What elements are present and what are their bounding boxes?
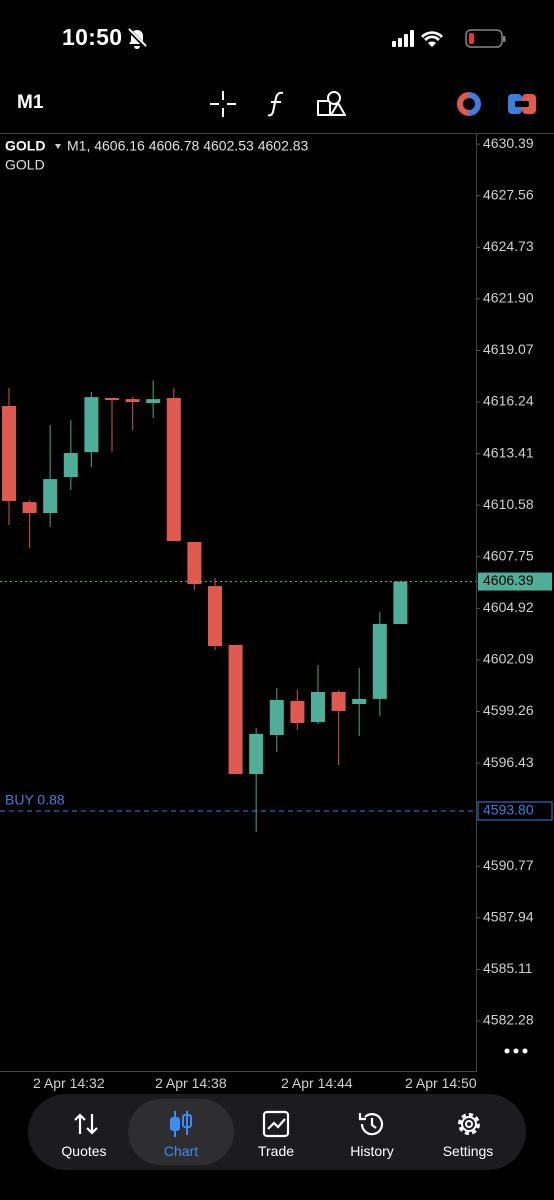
settings-icon[interactable] xyxy=(454,1109,484,1139)
symbol-caret[interactable] xyxy=(55,144,61,149)
y-tick-label: 4607.75 xyxy=(483,547,534,563)
order-price-label: 4593.80 xyxy=(483,802,534,818)
y-tick-label: 4602.09 xyxy=(483,651,534,667)
symbol-description: GOLD xyxy=(5,157,45,173)
x-tick-label: 2 Apr 14:44 xyxy=(281,1075,353,1091)
tab-label[interactable]: Trade xyxy=(257,1143,295,1159)
y-tick-label: 4610.58 xyxy=(483,496,534,512)
ohlc-header: M1, 4606.16 4606.78 4602.53 4602.83 xyxy=(67,138,309,154)
tab-label[interactable]: History xyxy=(350,1143,394,1159)
candle-body xyxy=(187,541,202,585)
quotes-icon[interactable] xyxy=(72,1110,100,1138)
indicators-icon[interactable] xyxy=(266,89,290,119)
candle-body xyxy=(208,586,222,647)
y-tick-label: 4587.94 xyxy=(483,909,534,925)
order-price-box xyxy=(477,801,553,821)
candle-body xyxy=(311,691,325,723)
y-tick-label: 4616.24 xyxy=(483,393,534,409)
chart-icon[interactable] xyxy=(167,1109,195,1139)
candle-body xyxy=(249,733,264,775)
chart: GOLD M1, 4606.16 4606.78 4602.53 4602.83… xyxy=(0,133,554,1072)
candle-body xyxy=(372,624,387,699)
more-icon[interactable] xyxy=(503,1046,529,1056)
y-tick-label: 4627.56 xyxy=(483,186,534,202)
y-tick-label: 4585.11 xyxy=(483,960,533,976)
candle-body xyxy=(269,700,284,736)
tab-label[interactable]: Settings xyxy=(442,1143,494,1159)
x-tick-label: 2 Apr 14:32 xyxy=(33,1075,105,1091)
candle-body xyxy=(84,397,99,453)
y-tick-label: 4582.28 xyxy=(483,1012,534,1028)
candle-body xyxy=(125,399,140,403)
active-tab-highlight xyxy=(128,1099,234,1165)
objects-icon[interactable] xyxy=(316,89,346,119)
candle-body xyxy=(63,453,78,478)
candle-body xyxy=(43,479,58,514)
y-tick-label: 4613.41 xyxy=(483,444,534,460)
x-tick-label: 2 Apr 14:38 xyxy=(155,1075,227,1091)
tab-label[interactable]: Chart xyxy=(163,1143,199,1159)
y-tick-label: 4590.77 xyxy=(483,857,534,873)
symbol: GOLD xyxy=(5,138,45,154)
y-tick-label: 4604.92 xyxy=(483,599,534,615)
candle-body xyxy=(105,398,119,401)
y-tick-label: 4619.07 xyxy=(483,341,534,357)
y-tick-label: 4621.90 xyxy=(483,290,534,306)
order-label: BUY 0.88 xyxy=(5,792,65,808)
status-icons xyxy=(392,29,506,48)
candle-body xyxy=(290,700,305,723)
candle-body xyxy=(228,644,243,775)
current-price-box xyxy=(478,572,552,591)
candle-body xyxy=(146,399,161,404)
tab-bar xyxy=(28,1094,526,1170)
trade-icon[interactable] xyxy=(262,1110,290,1138)
y-tick-label: 4630.39 xyxy=(483,135,534,151)
candle-body xyxy=(22,502,37,514)
current-price-label: 4606.39 xyxy=(483,572,534,588)
candle-body xyxy=(393,581,408,625)
x-tick-label: 2 Apr 14:50 xyxy=(405,1075,477,1091)
candle-body xyxy=(352,698,367,705)
status-time: 10:50 xyxy=(62,24,123,50)
candle-body xyxy=(2,406,16,501)
y-tick-label: 4599.26 xyxy=(483,702,534,718)
history-icon[interactable] xyxy=(357,1109,387,1139)
timeframe[interactable]: M1 xyxy=(17,92,44,113)
crosshair-icon[interactable] xyxy=(208,89,238,119)
candle-body xyxy=(166,398,181,542)
trade-panel-icon[interactable] xyxy=(507,92,537,116)
y-tick-label: 4624.73 xyxy=(483,238,534,254)
tab-label[interactable]: Quotes xyxy=(61,1143,107,1159)
y-tick-label: 4596.43 xyxy=(483,754,534,770)
candle-body xyxy=(331,691,346,711)
mute-icon xyxy=(126,27,148,49)
one-click-icon[interactable] xyxy=(455,90,483,118)
